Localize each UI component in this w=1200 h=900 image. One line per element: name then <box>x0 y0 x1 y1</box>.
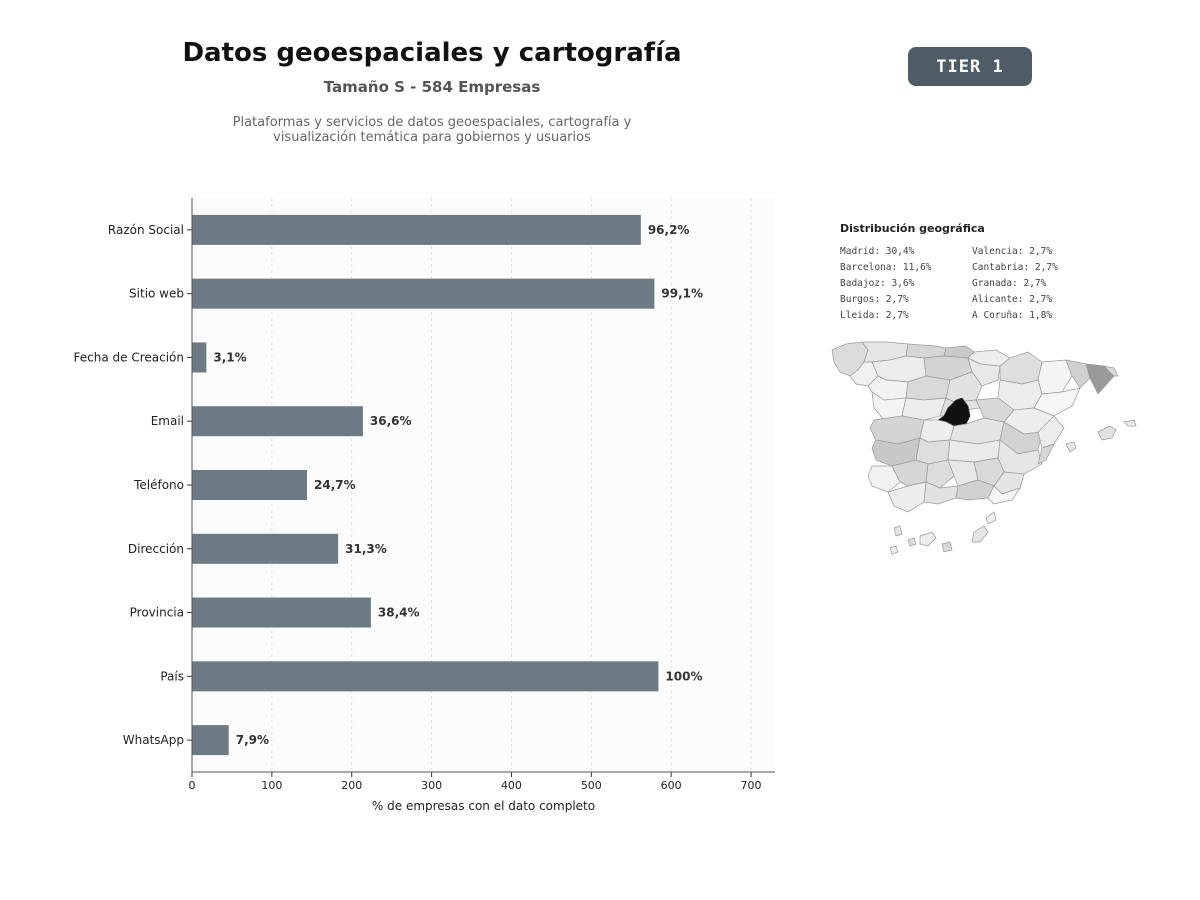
bar-chart: 0 100 200 300 400 500 600 700 Razón Social 96,2% S… <box>74 198 775 813</box>
spain-province-map <box>831 341 1137 555</box>
geo-entry: Valencia: 2,7% <box>972 246 1053 257</box>
map-region <box>889 545 899 555</box>
x-tick-label: 500 <box>581 779 602 792</box>
data-label: 7,9% <box>236 733 269 747</box>
map-region <box>1065 359 1091 389</box>
bar <box>192 661 659 692</box>
bar <box>192 406 363 437</box>
y-tick-label: Provincia <box>130 606 184 620</box>
y-tick-label: Sitio web <box>129 287 184 301</box>
bar <box>192 725 229 756</box>
data-label: 36,6% <box>370 414 412 428</box>
data-label: 24,7% <box>314 478 356 492</box>
bar <box>192 342 207 373</box>
bar <box>192 470 308 500</box>
y-tick-label: Teléfono <box>133 478 184 492</box>
geo-entry: A Coruña: 1,8% <box>972 310 1053 321</box>
map-region <box>905 343 947 359</box>
map-region <box>987 485 1021 505</box>
y-tick-label: País <box>160 669 184 683</box>
map-region <box>941 541 953 553</box>
map-region <box>1037 443 1055 465</box>
x-tick-label: 200 <box>341 779 362 792</box>
geo-entry: Cantabria: 2,7% <box>972 262 1058 273</box>
geo-entry: Granada: 2,7% <box>972 278 1047 289</box>
x-tick-label: 600 <box>661 779 682 792</box>
data-label: 3,1% <box>213 350 246 364</box>
map-region <box>893 525 903 537</box>
x-tick-label: 300 <box>421 779 442 792</box>
x-tick-label: 700 <box>741 779 762 792</box>
y-tick-label: WhatsApp <box>123 733 184 747</box>
map-region <box>1097 425 1117 441</box>
x-axis-label: % de empresas con el dato completo <box>372 799 595 813</box>
map-region <box>919 531 937 547</box>
map-region <box>915 437 951 465</box>
map-region <box>971 525 989 543</box>
x-tick-label: 0 <box>189 779 196 792</box>
data-label: 100% <box>665 669 702 683</box>
map-region <box>1102 365 1119 377</box>
map-region <box>1037 415 1065 449</box>
data-label: 99,1% <box>661 287 703 301</box>
data-label: 38,4% <box>378 606 420 620</box>
map-region <box>925 459 955 489</box>
y-tick-label: Email <box>151 414 184 428</box>
geo-distribution-list: Madrid: 30,4% Valencia: 2,7% Barcelona: … <box>840 245 1100 322</box>
geo-entry: Badajoz: 3,6% <box>840 278 915 289</box>
map-region <box>1123 419 1137 427</box>
y-tick-label: Dirección <box>128 542 184 556</box>
geo-distribution-title: Distribución geográfica <box>840 222 985 235</box>
page-title: Datos geoespaciales y cartografía <box>182 38 682 68</box>
x-tick-label: 100 <box>261 779 282 792</box>
map-region <box>901 397 947 421</box>
map-region <box>1037 359 1073 395</box>
geo-entry: Barcelona: 11,6% <box>840 262 932 273</box>
geo-entry: Burgos: 2,7% <box>840 294 909 305</box>
bar <box>192 597 371 628</box>
map-region <box>1065 441 1077 453</box>
x-tick-label: 400 <box>501 779 522 792</box>
y-tick-label: Razón Social <box>108 223 184 237</box>
bar <box>192 214 641 245</box>
map-region <box>919 419 955 443</box>
page-subtitle: Tamaño S - 584 Empresas <box>323 78 541 96</box>
bar <box>192 533 339 564</box>
map-region <box>985 511 997 525</box>
geo-entry: Lleida: 2,7% <box>840 310 909 321</box>
map-region <box>1085 363 1115 395</box>
bar <box>192 278 655 309</box>
data-label: 96,2% <box>648 223 690 237</box>
page-description: Plataformas y servicios de datos geoespa… <box>232 115 632 145</box>
tier-badge: TIER 1 <box>908 47 1032 86</box>
geo-entry: Madrid: 30,4% <box>840 246 915 257</box>
y-tick-label: Fecha de Creación <box>74 350 184 364</box>
map-region <box>907 537 917 547</box>
data-label: 31,3% <box>345 542 387 556</box>
geo-entry: Alicante: 2,7% <box>972 294 1053 305</box>
